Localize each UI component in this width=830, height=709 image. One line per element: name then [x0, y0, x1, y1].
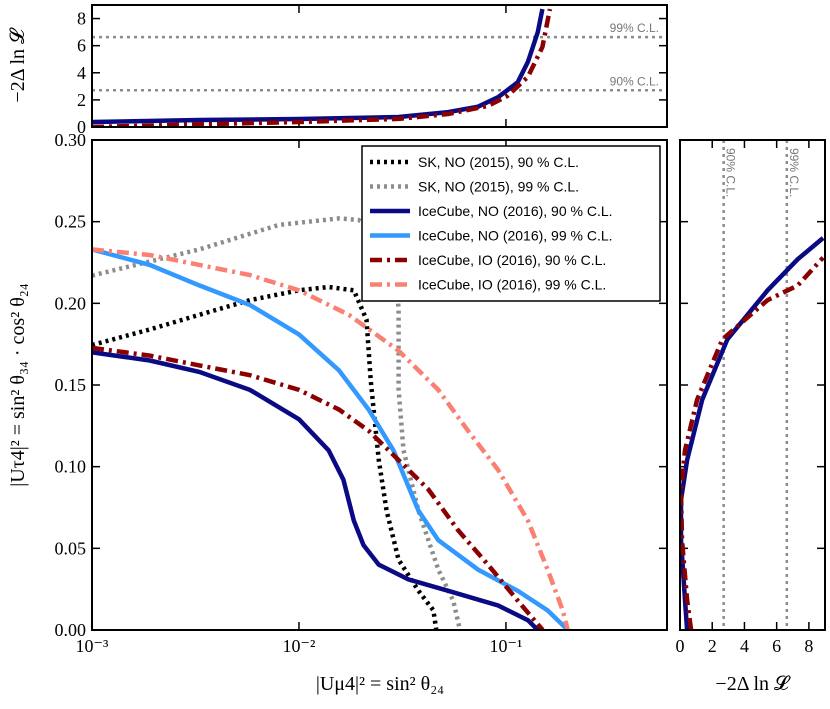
legend-label: IceCube, NO (2016), 99 % C.L.: [418, 228, 613, 244]
y-tick-label: 0.25: [55, 212, 87, 232]
x-tick-label: 2: [708, 636, 717, 656]
plot-frame: [91, 4, 668, 128]
series-line: [92, 247, 570, 630]
y-tick-label: 8: [77, 9, 86, 29]
series-line: [92, 247, 570, 630]
y-tick-label: 0.30: [55, 130, 87, 150]
x-tick-label: 4: [740, 636, 749, 656]
x-tick-label: 8: [804, 636, 813, 656]
cl-label: 90% C.L.: [610, 74, 659, 88]
series-line: [92, 350, 540, 630]
plot-frame: [91, 139, 668, 631]
x-tick-label: 6: [772, 636, 781, 656]
legend-label: SK, NO (2015), 90 % C.L.: [418, 154, 579, 170]
y-tick-label: 0: [77, 117, 86, 137]
y-tick-label: 0.15: [55, 375, 87, 395]
y-tick-label: 0.20: [55, 293, 87, 313]
series-line: [92, 8, 545, 125]
series-line: [680, 236, 825, 630]
legend-label: IceCube, NO (2016), 90 % C.L.: [418, 203, 613, 219]
y-tick-label: 0.10: [55, 457, 87, 477]
legend-box: [361, 145, 661, 302]
x-tick-label: 10⁻²: [283, 636, 316, 656]
y-axis-label: −2Δ ln 𝓛: [7, 27, 29, 103]
x-tick-label: 10⁻³: [76, 636, 110, 656]
series-line: [92, 8, 553, 127]
series-line: [680, 256, 825, 630]
x-tick-label: 0: [676, 636, 685, 656]
x-axis-label: |Uμ4|² = sin² θ₂₄: [316, 673, 444, 695]
y-tick-label: 0.05: [55, 538, 87, 558]
y-tick-label: 4: [77, 63, 86, 83]
cl-label: 90% C.L.: [724, 148, 738, 197]
series-line: [92, 284, 439, 630]
legend-label: IceCube, IO (2016), 99 % C.L.: [418, 277, 606, 293]
y-tick-label: 6: [77, 36, 86, 56]
plot-frame: [679, 139, 826, 631]
legend: SK, NO (2015), 90 % C.L. SK, NO (2015), 9…: [361, 145, 661, 302]
legend-label: IceCube, IO (2016), 90 % C.L.: [418, 252, 606, 268]
y-axis-label: |Uτ4|² = sin² θ₃₄ · cos² θ₂₄: [7, 283, 29, 486]
legend-label: SK, NO (2015), 99 % C.L.: [418, 179, 579, 195]
y-tick-label: 2: [77, 90, 86, 110]
y-tick-label: 0.00: [55, 620, 87, 640]
series-line: [92, 345, 545, 630]
x-axis-label: −2Δ ln 𝓛: [715, 673, 791, 695]
cl-label: 99% C.L.: [610, 21, 659, 35]
cl-label: 99% C.L.: [787, 148, 801, 197]
x-tick-label: 10⁻¹: [489, 636, 522, 656]
